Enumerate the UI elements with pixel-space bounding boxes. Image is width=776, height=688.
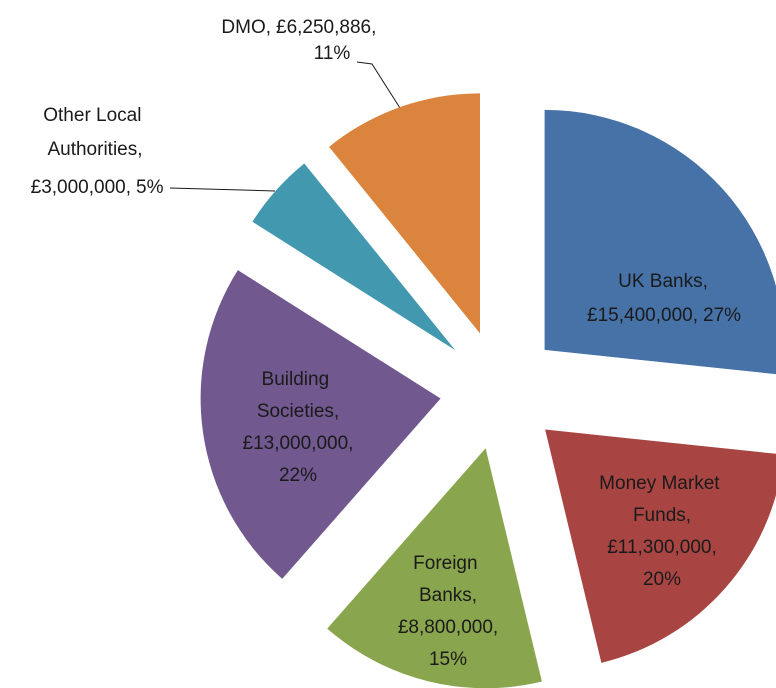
pie-slice	[545, 429, 776, 663]
slice-percentage-label: 5%	[136, 177, 164, 198]
slice-category-label: UK Banks,	[618, 271, 708, 292]
pie-slice	[252, 163, 456, 351]
slice-category-label: DMO,	[221, 17, 271, 38]
pie-slice	[544, 109, 776, 375]
slice-percentage-label: 27%	[703, 305, 741, 326]
pie-slice	[329, 93, 480, 334]
slice-value-label: £6,250,886,	[276, 17, 376, 38]
slice-value-label: £13,000,000,	[243, 433, 354, 454]
slice-category-label: Other Local Authorities,	[43, 105, 147, 160]
leader-line	[169, 187, 276, 192]
slice-category-label: Foreign Banks,	[413, 553, 483, 606]
slice-value-label: £11,300,000,	[607, 537, 717, 558]
slice-value-label: £15,400,000,	[587, 305, 698, 326]
slice-percentage-label: 20%	[643, 569, 681, 590]
slice-value-label: £8,800,000,	[398, 617, 498, 638]
pie-slice	[327, 448, 542, 688]
slice-value-label: £3,000,000,	[31, 177, 131, 198]
slice-category-label: Money Market Funds,	[599, 473, 725, 526]
pie-slice	[200, 270, 441, 579]
slice-percentage-label: 22%	[279, 465, 317, 486]
slice-percentage-label: 11%	[314, 43, 351, 64]
slice-category-label: Building Societies,	[257, 369, 339, 422]
leader-line	[356, 61, 401, 109]
slice-percentage-label: 15%	[429, 649, 467, 670]
